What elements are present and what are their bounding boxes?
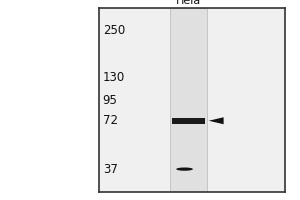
- Text: 250: 250: [103, 24, 125, 37]
- Text: 37: 37: [103, 163, 118, 176]
- Polygon shape: [209, 117, 224, 124]
- Text: 95: 95: [103, 94, 118, 107]
- Text: 130: 130: [103, 71, 125, 84]
- Ellipse shape: [176, 167, 193, 171]
- Bar: [172, 118, 205, 124]
- Bar: [170, 8, 207, 192]
- Text: 72: 72: [103, 114, 118, 127]
- Text: Hela: Hela: [176, 0, 201, 6]
